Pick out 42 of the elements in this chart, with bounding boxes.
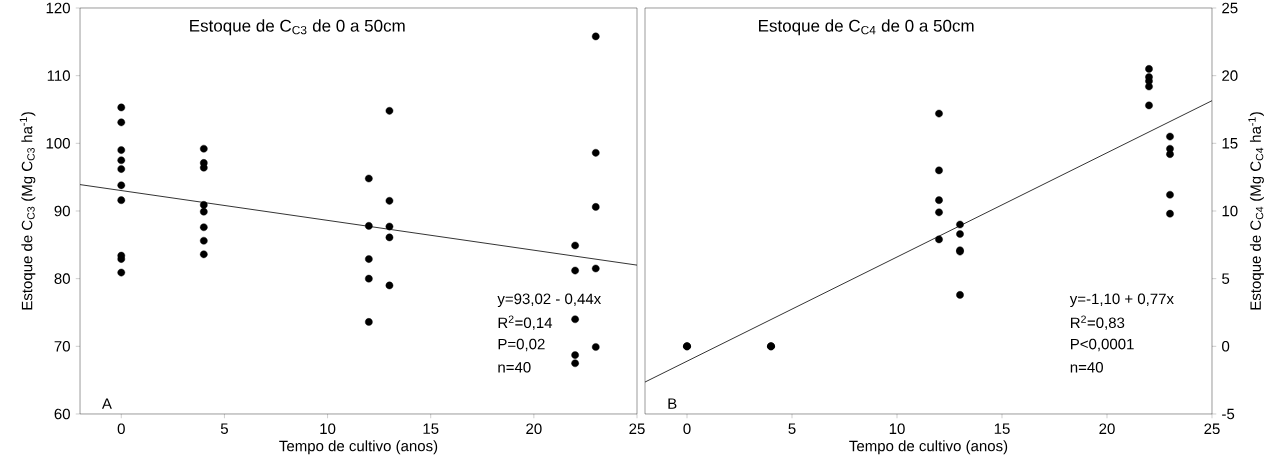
x-tick-label: 0	[117, 423, 125, 435]
x-tick-label: 5	[220, 423, 228, 434]
y2-tick-label: 10	[1222, 205, 1238, 217]
annotation: A	[101, 398, 112, 409]
text: Estoque de C$_{C4}$ de 0 a 50cm	[759, 19, 974, 36]
text: Estoque de C$_{C3}$ de 0 a 50cm	[190, 19, 405, 36]
y-tick-label: 120	[46, 2, 70, 14]
x-tick-label: 0	[683, 423, 691, 435]
x-tick-label: 10	[889, 423, 905, 435]
x-tick-label: 20	[1099, 423, 1115, 435]
x-tick-label: 15	[423, 423, 439, 434]
annotation: P<0,0001	[1071, 338, 1134, 352]
x-tick-label: 20	[526, 423, 542, 435]
annotation: R$^{2}$=0,14	[498, 315, 553, 330]
annotation: y=-1,10 + 0,77x	[1069, 293, 1174, 308]
x-axis-title: Tempo de cultivo (anos)	[849, 440, 1008, 455]
y2-tick-label: 5	[1222, 273, 1230, 284]
y2-tick-label: 15	[1222, 138, 1238, 149]
y-tick-label: 60	[54, 408, 70, 420]
y-tick-label: 90	[54, 205, 70, 217]
annotation: n=40	[1070, 361, 1103, 373]
annotation: P=0,02	[498, 338, 545, 352]
x-tick-label: 15	[994, 423, 1010, 434]
y-tick-label: 70	[54, 341, 70, 352]
x-tick-label: 10	[320, 423, 336, 435]
y-tick-label: 100	[46, 138, 70, 149]
annotation: n=40	[498, 361, 531, 373]
annotation: R$^{2}$=0,83	[1071, 315, 1125, 330]
y2-tick-label: 25	[1222, 2, 1238, 14]
x-tick-label: 25	[1204, 423, 1220, 435]
y-axis-title: Estoque de C$_{C3}$ (Mg C$_{C3}$ ha$^{-1}$)	[19, 112, 36, 310]
annotation: y=93,02 - 0,44x	[497, 293, 602, 308]
y2-axis-title: Estoque de C$_{C4}$ (Mg C$_{C4}$ ha$^{-1}$)	[1248, 112, 1264, 310]
y2-tick-label: 20	[1222, 70, 1238, 81]
x-tick-label: 5	[788, 423, 796, 434]
y-tick-label: 80	[54, 273, 70, 284]
x-axis-title: Tempo de cultivo (anos)	[279, 440, 438, 455]
x-tick-label: 25	[629, 423, 645, 435]
y2-tick-label: 0	[1222, 341, 1230, 352]
y-tick-label: 110	[47, 70, 70, 81]
annotation: B	[668, 398, 677, 409]
y2-tick-label: -5	[1222, 408, 1235, 420]
